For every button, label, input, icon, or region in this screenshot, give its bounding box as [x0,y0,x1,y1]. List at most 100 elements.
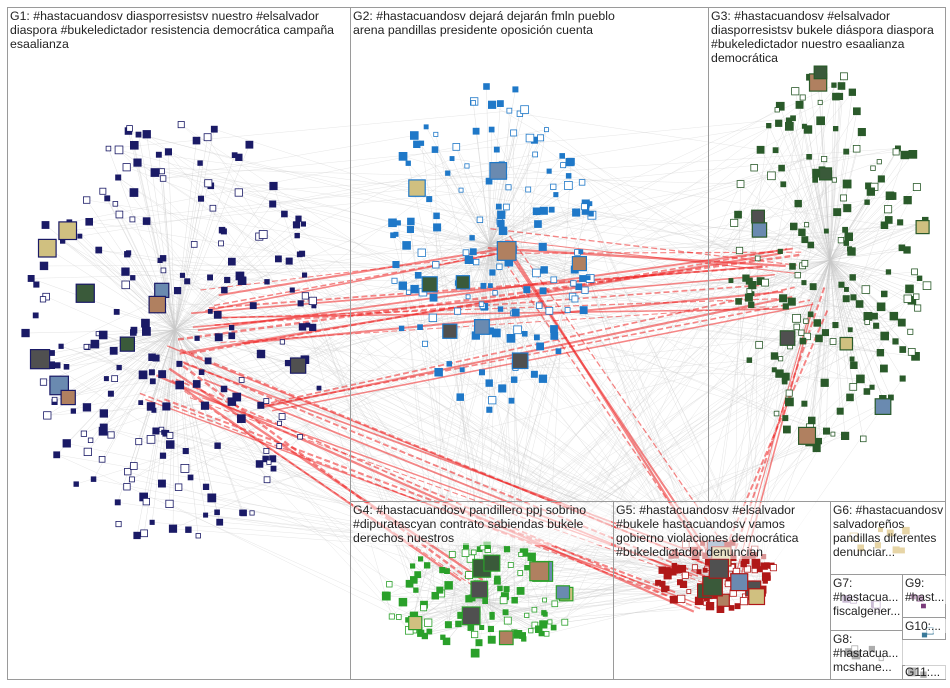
edge [827,174,831,261]
edge [69,129,547,223]
graph-node [864,199,870,205]
graph-node [423,124,429,130]
graph-node [452,143,461,151]
edge [127,254,176,331]
edge [829,195,891,261]
graph-node [922,281,932,290]
edge [128,252,176,331]
edge [110,329,176,394]
edge [174,129,215,331]
edge [174,185,274,331]
graph-node [431,592,439,600]
edge [751,259,831,294]
graph-node [823,427,831,435]
graph-node [513,325,522,335]
avatar-node [748,588,766,606]
edge [489,210,544,246]
graph-node [464,163,470,169]
graph-node [155,151,162,158]
graph-node [448,551,456,558]
graph-node [152,427,160,435]
edge [106,329,176,379]
graph-node [109,346,118,355]
avatar-node [470,580,489,599]
graph-node [203,512,209,518]
graph-node [833,208,842,217]
graph-node [227,257,236,266]
graph-node [149,519,155,525]
graph-node [133,158,142,167]
graph-node [107,390,114,397]
graph-node [522,330,528,337]
graph-node [121,267,130,276]
group-box-g7: G7: #hastacua... fiscalgener... [830,574,903,631]
edge [407,599,674,621]
graph-node [432,261,440,269]
edge [419,244,491,328]
graph-node [745,277,753,285]
graph-node [207,274,213,281]
edge [184,390,485,594]
edge [164,398,677,594]
edge [826,259,831,432]
edge [211,322,902,499]
graph-node [899,346,907,353]
graph-node [744,293,753,302]
edge [479,594,564,601]
edge [416,144,491,246]
graph-node [892,148,900,156]
graph-node [138,400,144,406]
graph-node [39,261,49,271]
graph-node [130,275,136,281]
graph-node [849,382,858,391]
edge [174,314,218,331]
graph-node [413,140,421,148]
graph-node [844,286,849,292]
edge [47,290,586,416]
edge [127,471,545,601]
edge [436,215,491,246]
graph-node [276,420,282,426]
graph-node [754,255,761,262]
edge [829,242,847,261]
edge [268,299,811,406]
graph-node [479,544,486,551]
edge [479,599,550,623]
edge [146,134,176,331]
edge [479,599,482,628]
graph-node [842,295,850,303]
edge [451,158,491,246]
graph-node [535,625,543,634]
graph-node [774,107,780,113]
edge [779,106,831,261]
group-label-g10: G10:... [905,619,947,633]
graph-node [238,377,245,383]
graph-node [216,518,224,526]
graph-node [245,140,254,149]
graph-node [444,581,453,590]
graph-node [578,179,586,186]
edge [118,149,722,557]
edge [829,209,889,261]
graph-node [773,410,780,417]
edge [447,173,491,246]
edge [174,236,260,331]
edge [436,227,488,546]
edge [479,599,535,610]
edge [829,219,889,261]
edge [127,274,798,345]
graph-node [236,414,246,424]
edge [271,303,814,412]
graph-node [506,333,516,343]
graph-node [770,352,779,360]
graph-node [146,435,156,444]
edge [86,199,877,326]
graph-node [426,628,433,635]
edge [748,259,831,298]
graph-node [445,170,451,176]
graph-node [913,293,920,300]
graph-node [237,276,247,285]
edge [174,137,208,331]
edge [146,329,176,502]
edge [166,406,418,575]
